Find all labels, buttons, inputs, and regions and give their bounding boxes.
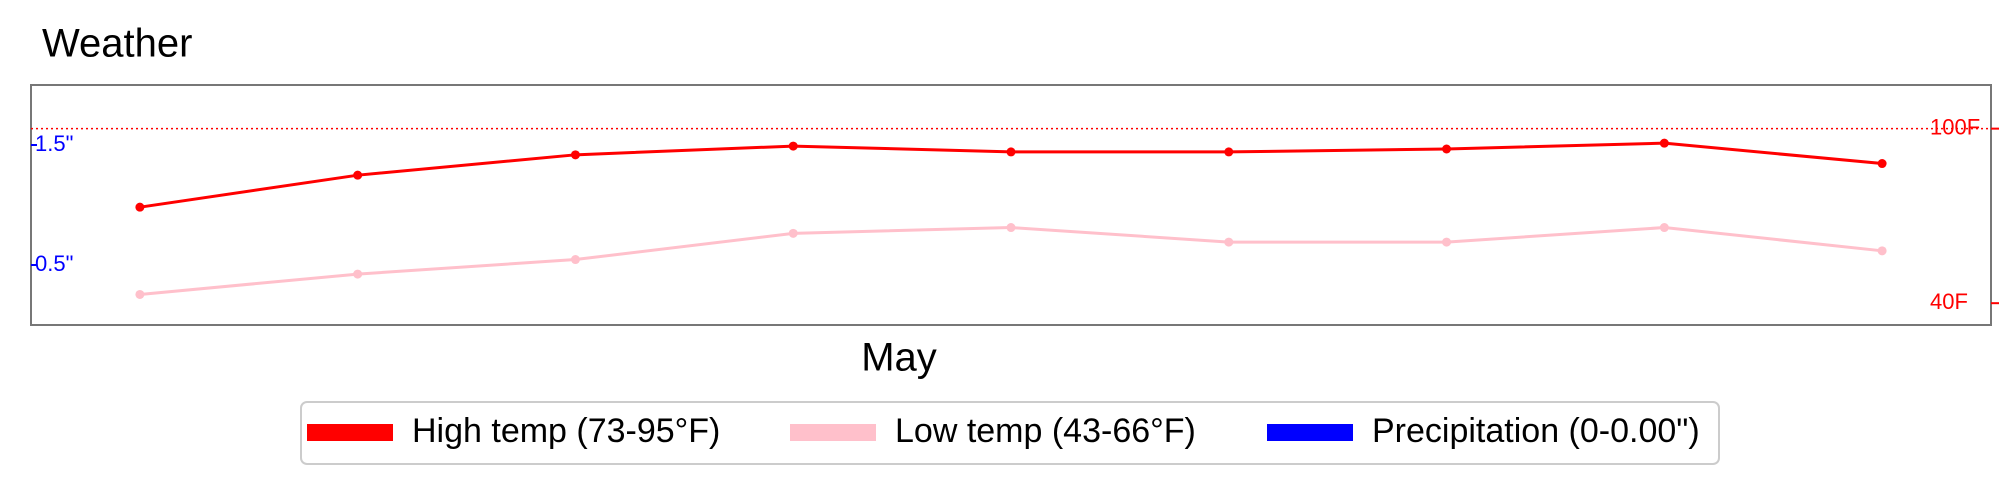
point: [1659, 138, 1669, 148]
point: [1877, 246, 1887, 256]
y-tick-label: 40F: [1930, 289, 1968, 314]
point: [353, 170, 363, 180]
point: [1006, 223, 1016, 233]
point: [135, 202, 145, 212]
y-tick-label: 100F: [1930, 114, 1980, 139]
chart-title: Weather: [42, 22, 192, 66]
y2-tick-label: 0.5": [35, 251, 73, 276]
legend-frame: [300, 401, 1720, 465]
point: [570, 150, 580, 160]
point: [1224, 237, 1234, 247]
legend-swatch: [307, 424, 393, 441]
plot-frame: [30, 84, 1992, 326]
point: [1877, 159, 1887, 169]
point: [135, 289, 145, 299]
line: [139, 226, 1883, 296]
legend-label: Precipitation (0-0.00"): [1372, 412, 1700, 450]
legend-swatch: [790, 424, 876, 441]
point: [1006, 147, 1016, 157]
point: [353, 269, 363, 279]
point: [1224, 147, 1234, 157]
x-axis-label: May: [861, 336, 937, 380]
legend-swatch: [1267, 424, 1353, 441]
legend-label: High temp (73-95°F): [412, 412, 720, 450]
y2-tick-label: 1.5": [35, 131, 73, 156]
point: [1442, 237, 1452, 247]
legend-label: Low temp (43-66°F): [895, 412, 1196, 450]
point: [570, 255, 580, 265]
point: [1442, 144, 1452, 154]
point: [788, 141, 798, 151]
point: [1659, 223, 1669, 233]
point: [788, 228, 798, 238]
